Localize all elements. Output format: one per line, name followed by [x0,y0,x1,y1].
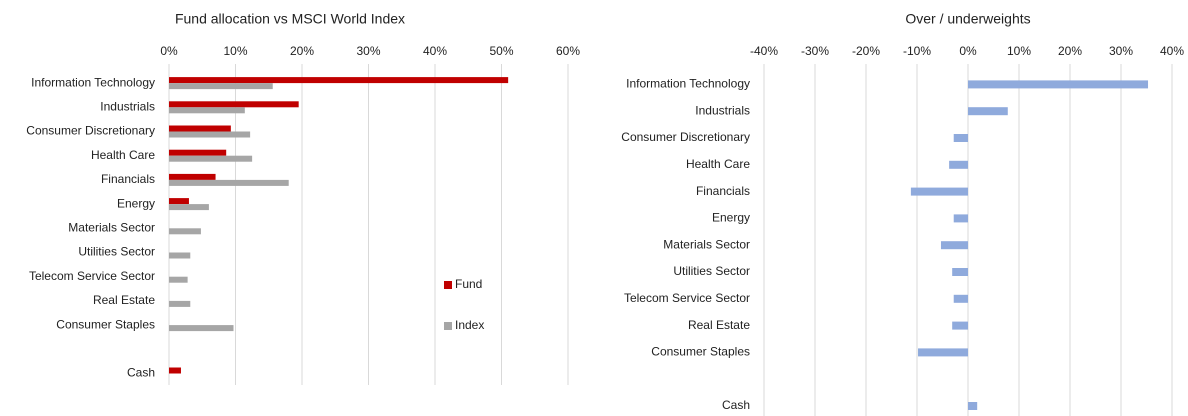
y-tick-label: Health Care [91,148,155,162]
y-tick-label: Telecom Service Sector [29,269,155,283]
bar [952,268,968,276]
y-tick-label: Materials Sector [663,237,750,251]
y-tick-label: Real Estate [93,293,155,307]
bar [169,173,216,180]
bar [169,149,227,156]
y-tick-label: Industrials [100,99,155,113]
bar [169,155,253,162]
bar [169,125,231,132]
y-tick-label: Financials [101,172,155,186]
y-tick-label: Health Care [686,157,750,171]
bar [169,83,273,90]
bar [169,276,188,283]
y-tick-label: Information Technology [31,75,155,89]
legend-swatch [444,281,452,289]
y-tick-label: Utilities Sector [673,264,750,278]
bar [169,252,191,259]
x-tick-label: 30% [1109,44,1133,58]
x-tick-label: 60% [556,44,580,58]
x-tick-label: 10% [223,44,247,58]
chart-title: Over / underweights [905,11,1030,27]
x-tick-label: -30% [801,44,829,58]
bar [169,107,245,114]
y-tick-label: Energy [117,196,155,210]
bar [169,101,299,108]
y-tick-label: Consumer Staples [56,317,155,331]
bar [910,187,968,196]
x-tick-label: 20% [290,44,314,58]
bar [968,402,978,410]
x-tick-label: -40% [750,44,778,58]
x-tick-label: -20% [852,44,880,58]
y-tick-label: Industrials [695,103,750,117]
legend-label: Index [455,318,484,332]
y-tick-label: Cash [127,366,155,380]
bar [953,294,968,303]
bar [949,160,968,169]
bar [169,179,289,186]
x-tick-label: 0% [959,44,977,58]
bar [968,107,1008,116]
bar [169,367,181,374]
y-tick-label: Consumer Staples [651,345,750,359]
bar [953,214,968,223]
legend-swatch [444,322,452,330]
y-tick-label: Utilities Sector [78,245,155,259]
x-tick-label: 0% [160,44,178,58]
bar [918,348,968,357]
legend-label: Fund [455,277,482,291]
bar [169,77,509,84]
y-tick-label: Consumer Discretionary [26,124,155,138]
bar [169,325,234,332]
chart-title: Fund allocation vs MSCI World Index [175,11,405,27]
x-tick-label: 40% [1160,44,1184,58]
bar [953,134,968,142]
x-tick-label: 20% [1058,44,1082,58]
y-tick-label: Real Estate [688,318,750,332]
bar [169,131,251,138]
bar [169,300,191,307]
y-tick-label: Telecom Service Sector [624,291,750,305]
bar [968,80,1149,89]
y-tick-label: Information Technology [626,77,750,91]
bar [940,241,968,250]
bar [952,321,968,330]
x-tick-label: 30% [356,44,380,58]
bar [169,198,189,205]
x-tick-label: -10% [903,44,931,58]
bar [169,228,201,235]
bar [169,204,209,211]
x-tick-label: 10% [1007,44,1031,58]
x-tick-label: 40% [423,44,447,58]
y-tick-label: Consumer Discretionary [621,130,750,144]
y-tick-label: Financials [696,184,750,198]
y-tick-label: Cash [722,398,750,412]
x-tick-label: 50% [489,44,513,58]
y-tick-label: Materials Sector [68,220,155,234]
y-tick-label: Energy [712,211,750,225]
